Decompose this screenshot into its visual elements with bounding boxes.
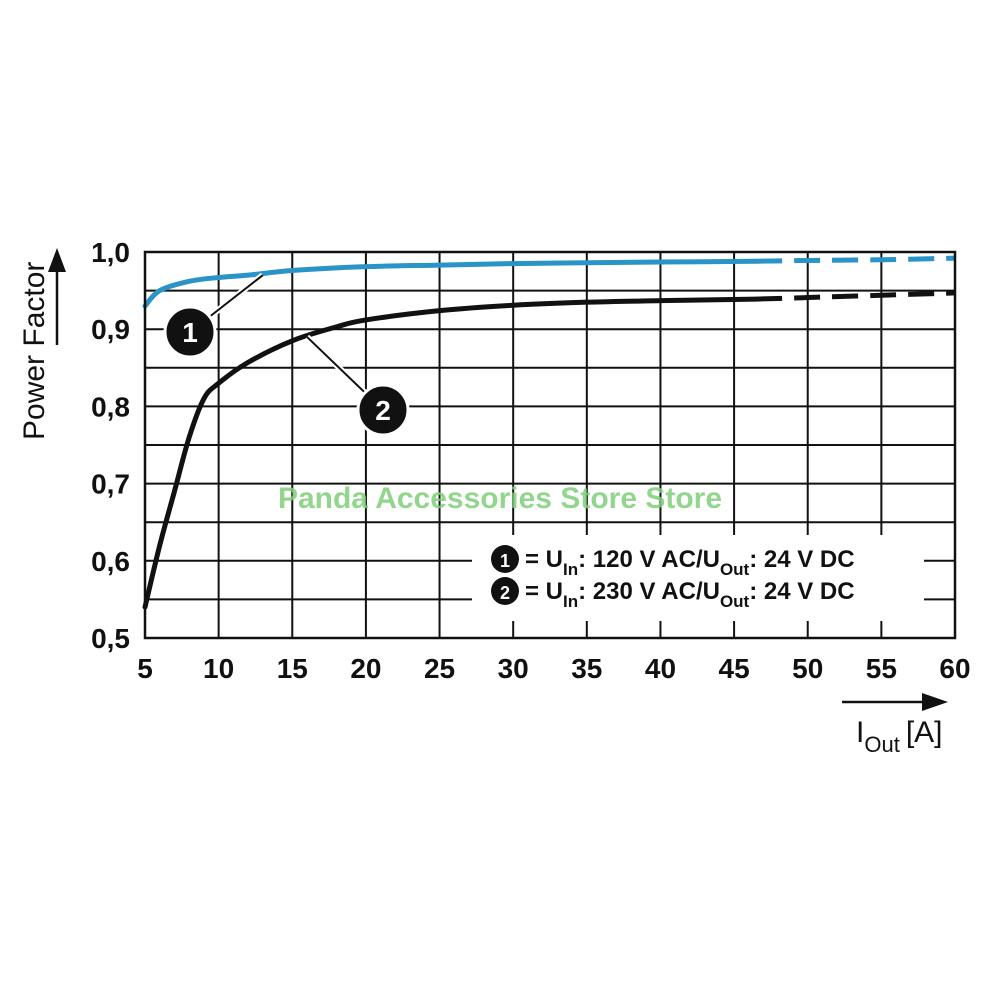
series-2-dashed xyxy=(756,290,956,302)
y-tick-label: 0,7 xyxy=(91,469,130,500)
watermark-text: Panda Accessories Store Store xyxy=(278,482,722,515)
legend: 1 = UIn: 120 V AC/UOut: 24 V DC 2 = UIn: 23… xyxy=(472,535,924,621)
x-tick-label: 55 xyxy=(866,653,897,684)
y-tick-label: 0,6 xyxy=(91,546,130,577)
legend-marker-1 xyxy=(491,545,519,573)
series-layer xyxy=(142,255,956,610)
x-axis-title-group: IOut [A] xyxy=(842,693,948,757)
y-axis-title: Power Factor xyxy=(18,262,51,440)
legend-marker-label: 2 xyxy=(500,583,510,603)
series-2-line xyxy=(142,296,759,610)
x-tick-label: 20 xyxy=(350,653,381,684)
callouts: 12 xyxy=(163,272,410,437)
x-tick-label: 45 xyxy=(719,653,750,684)
x-tick-label: 60 xyxy=(939,653,970,684)
x-tick-label: 30 xyxy=(498,653,529,684)
x-tick-label: 10 xyxy=(203,653,234,684)
callout-marker-2 xyxy=(356,383,410,437)
y-tick-label: 0,5 xyxy=(91,623,130,654)
y-axis-arrow-head xyxy=(48,248,66,272)
callout-marker-1 xyxy=(163,305,217,359)
grid xyxy=(145,252,955,638)
legend-entry-1: = UIn: 120 V AC/UOut: 24 V DC xyxy=(525,546,855,579)
x-tick-label: 50 xyxy=(792,653,823,684)
x-tick-label: 40 xyxy=(645,653,676,684)
x-tick-label: 5 xyxy=(137,653,153,684)
tick-labels: 5 10 15 20 25 30 35 40 45 50 55 60 0,5 0,6 0,7 0,8 0,9 1,… xyxy=(91,237,971,684)
x-tick-label: 15 xyxy=(277,653,308,684)
y-axis-title-group: Power Factor xyxy=(18,248,66,440)
x-axis-title: IOut [A] xyxy=(856,716,943,757)
legend-marker-2 xyxy=(491,577,519,605)
series-1-dashed xyxy=(756,255,956,264)
plot-frame xyxy=(143,250,957,640)
callout-marker-label: 1 xyxy=(182,317,198,348)
plot-border xyxy=(143,250,957,640)
x-axis-arrow-head xyxy=(922,693,948,711)
y-tick-label: 0,8 xyxy=(91,391,130,422)
x-tick-label: 25 xyxy=(424,653,455,684)
legend-box xyxy=(472,535,924,621)
series-1-line xyxy=(142,258,759,309)
callout-marker-label: 2 xyxy=(375,395,391,426)
y-tick-label: 0,9 xyxy=(91,314,130,345)
legend-marker-label: 1 xyxy=(500,551,510,571)
y-tick-label: 1,0 xyxy=(91,237,130,268)
legend-entry-2: = UIn: 230 V AC/UOut: 24 V DC xyxy=(525,578,855,611)
x-tick-label: 35 xyxy=(571,653,602,684)
